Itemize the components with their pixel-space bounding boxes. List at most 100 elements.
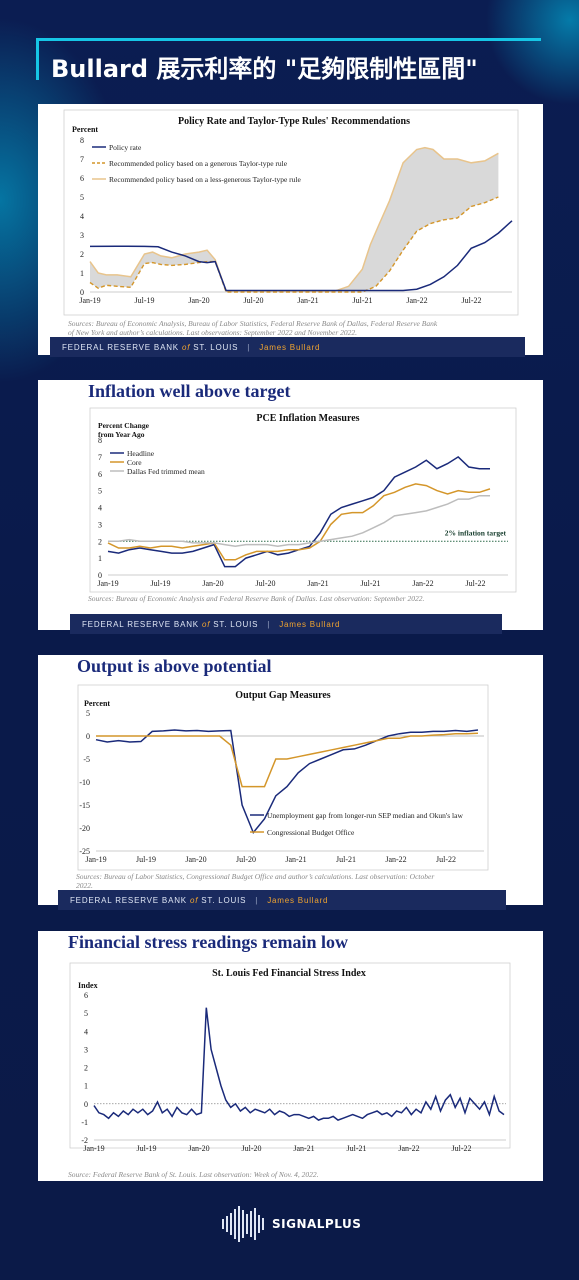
chart-frame xyxy=(77,684,489,871)
y-tick-label: -5 xyxy=(83,755,90,764)
sources-note: of New York and author’s calculations. L… xyxy=(68,328,357,337)
x-tick-label: Jul-20 xyxy=(236,855,256,864)
x-tick-label: Jan-21 xyxy=(307,579,328,588)
y-tick-label: 4 xyxy=(84,1027,88,1036)
y-tick-label: -1 xyxy=(81,1118,88,1127)
footer-band-2: FEDERAL RESERVE BANK of ST. LOUIS | Jame… xyxy=(70,614,502,634)
series-line-0 xyxy=(89,220,513,292)
chart-frame xyxy=(69,962,511,1149)
y-tick-label: 6 xyxy=(98,470,102,479)
y-tick-label: 2 xyxy=(98,537,102,546)
series-line-0 xyxy=(93,1007,505,1121)
x-tick-label: Jul-19 xyxy=(136,855,156,864)
y-tick-label: 0 xyxy=(86,732,90,741)
y-tick-label: -10 xyxy=(79,778,90,787)
y-tick-label: 0 xyxy=(98,571,102,580)
x-tick-label: Jul-21 xyxy=(353,296,373,305)
x-tick-label: Jan-21 xyxy=(297,296,318,305)
y-axis-label: Percent xyxy=(72,125,98,134)
legend-label: Recommended policy based on a generous T… xyxy=(109,159,288,168)
y-tick-label: -25 xyxy=(79,847,90,856)
footer-stl: ST. LOUIS xyxy=(201,896,247,905)
chart-heading: Output is above potential xyxy=(77,656,272,676)
y-tick-label: 6 xyxy=(80,174,84,183)
legend-label: Recommended policy based on a less-gener… xyxy=(109,175,302,184)
y-tick-label: 5 xyxy=(80,193,84,202)
x-tick-label: Jan-19 xyxy=(83,1144,104,1153)
x-tick-label: Jan-19 xyxy=(85,855,106,864)
chart-title: Policy Rate and Taylor-Type Rules' Recom… xyxy=(178,116,410,127)
sources-note: Sources: Bureau of Economic Analysis and… xyxy=(88,594,424,603)
x-tick-label: Jul-22 xyxy=(452,1144,472,1153)
legend-label: Dallas Fed trimmed mean xyxy=(127,467,205,476)
footer-sep: | xyxy=(267,620,271,629)
y-tick-label: 8 xyxy=(98,436,102,445)
footer-of: of xyxy=(181,343,191,352)
y-axis-label: Percent Change xyxy=(98,421,150,430)
footer-sep: | xyxy=(247,343,251,352)
x-tick-label: Jan-21 xyxy=(285,855,306,864)
logo-bars-icon xyxy=(222,1206,264,1242)
financial-stress-chart: Financial stress readings remain low St. … xyxy=(68,932,511,1179)
chart-frame xyxy=(89,407,517,593)
legend-label: Headline xyxy=(127,449,155,458)
footer-person: James Bullard xyxy=(279,620,341,629)
x-tick-label: Jul-21 xyxy=(361,579,381,588)
chart-panel-financial-stress: Financial stress readings remain low St. … xyxy=(38,931,543,1181)
series-line-1 xyxy=(89,196,499,293)
sources-note: Sources: Bureau of Labor Statistics, Con… xyxy=(76,872,434,881)
x-tick-label: Jul-22 xyxy=(436,855,456,864)
inflation-chart: Inflation well above target PCE Inflation… xyxy=(88,381,517,603)
x-tick-label: Jan-19 xyxy=(79,296,100,305)
x-tick-label: Jul-22 xyxy=(462,296,482,305)
y-tick-label: 0 xyxy=(80,288,84,297)
y-tick-label: 7 xyxy=(80,155,84,164)
y-axis-label: Index xyxy=(78,981,98,990)
x-tick-label: Jul-20 xyxy=(242,1144,262,1153)
y-axis-label: from Year Ago xyxy=(98,430,145,439)
footer-stl: ST. LOUIS xyxy=(213,620,259,629)
y-tick-label: 3 xyxy=(84,1045,88,1054)
x-tick-label: Jul-19 xyxy=(135,296,155,305)
chart-title: PCE Inflation Measures xyxy=(256,413,359,424)
footer-of: of xyxy=(201,620,211,629)
x-tick-label: Jul-19 xyxy=(151,579,171,588)
legend-label: Unemployment gap from longer-run SEP med… xyxy=(267,811,463,820)
policy-rate-chart: Policy Rate and Taylor-Type Rules' Recom… xyxy=(63,109,519,337)
y-tick-label: 4 xyxy=(98,504,102,513)
signalplus-logo: SIGNALPLUS xyxy=(222,1206,362,1242)
output-gap-chart: Output is above potential Output Gap Meas… xyxy=(76,656,489,890)
series-line-0 xyxy=(95,729,479,835)
band-area xyxy=(90,147,499,292)
x-tick-label: Jul-22 xyxy=(466,579,486,588)
y-tick-label: 0 xyxy=(84,1100,88,1109)
x-tick-label: Jan-19 xyxy=(97,579,118,588)
footer-person: James Bullard xyxy=(259,343,321,352)
y-tick-label: 4 xyxy=(80,212,84,221)
chart-panel-output-gap: Output is above potential Output Gap Meas… xyxy=(38,655,543,905)
footer-band-1: FEDERAL RESERVE BANK of ST. LOUIS | Jame… xyxy=(50,337,525,357)
chart-heading: Inflation well above target xyxy=(88,381,290,401)
x-tick-label: Jul-20 xyxy=(244,296,264,305)
series-line-2 xyxy=(108,494,490,548)
y-tick-label: -20 xyxy=(79,824,90,833)
y-axis-label: Percent xyxy=(84,699,110,708)
chart-heading: Financial stress readings remain low xyxy=(68,932,348,952)
y-tick-label: 2 xyxy=(84,1064,88,1073)
footer-sep: | xyxy=(255,896,259,905)
x-tick-label: Jul-19 xyxy=(137,1144,157,1153)
target-annotation: 2% inflation target xyxy=(445,528,507,537)
y-tick-label: 2 xyxy=(80,250,84,259)
legend-label: Policy rate xyxy=(109,143,142,152)
x-tick-label: Jul-21 xyxy=(347,1144,367,1153)
sources-note: Source: Federal Reserve Bank of St. Loui… xyxy=(68,1170,319,1179)
chart-panel-inflation: Inflation well above target PCE Inflation… xyxy=(38,380,543,630)
x-tick-label: Jan-20 xyxy=(188,296,209,305)
x-tick-label: Jul-20 xyxy=(256,579,276,588)
chart-frame xyxy=(63,109,519,316)
legend-label: Congressional Budget Office xyxy=(267,828,355,837)
x-tick-label: Jan-20 xyxy=(185,855,206,864)
x-tick-label: Jan-22 xyxy=(406,296,427,305)
y-tick-label: 1 xyxy=(80,269,84,278)
y-tick-label: 1 xyxy=(98,554,102,563)
